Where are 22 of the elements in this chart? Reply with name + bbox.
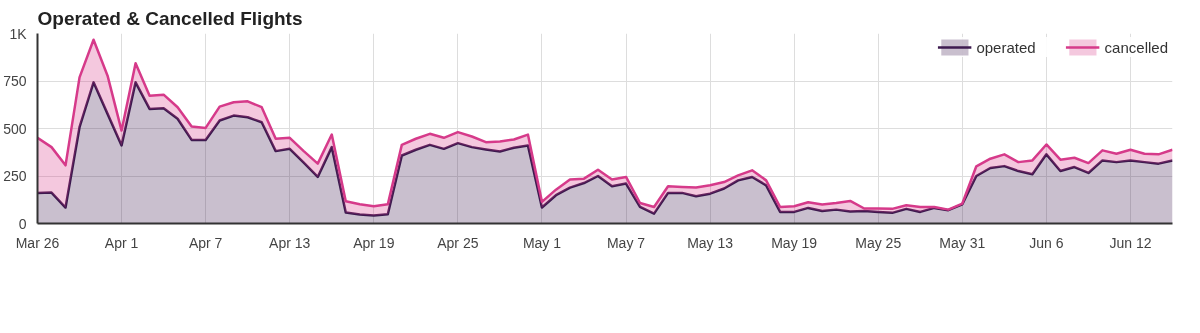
x-tick-label: May 25 xyxy=(855,234,902,251)
x-tick-label: Jun 6 xyxy=(1029,234,1064,251)
chart-title: Operated & Cancelled Flights xyxy=(37,7,303,29)
x-tick-label: Apr 25 xyxy=(437,234,479,251)
x-tick-label: May 7 xyxy=(606,234,646,251)
y-tick-label: 1K xyxy=(9,25,28,42)
x-tick-label: May 1 xyxy=(522,234,562,251)
legend-label: operated xyxy=(976,38,1036,56)
x-tick-label: May 13 xyxy=(687,234,734,251)
y-tick-label: 250 xyxy=(3,168,27,184)
x-tick-label: May 31 xyxy=(939,234,986,251)
x-tick-label: Apr 13 xyxy=(269,234,311,251)
legend-label: cancelled xyxy=(1104,38,1168,56)
x-tick-label: Apr 19 xyxy=(353,234,395,251)
x-tick-label: May 19 xyxy=(771,234,818,251)
x-tick-label: Mar 26 xyxy=(15,234,60,251)
x-tick-label: Apr 1 xyxy=(104,234,139,251)
x-tick-label: Jun 12 xyxy=(1109,234,1152,251)
y-tick-label: 750 xyxy=(3,73,27,89)
y-tick-label: 500 xyxy=(3,120,27,137)
x-tick-label: Apr 7 xyxy=(188,234,223,251)
y-tick-label: 0 xyxy=(18,215,27,232)
